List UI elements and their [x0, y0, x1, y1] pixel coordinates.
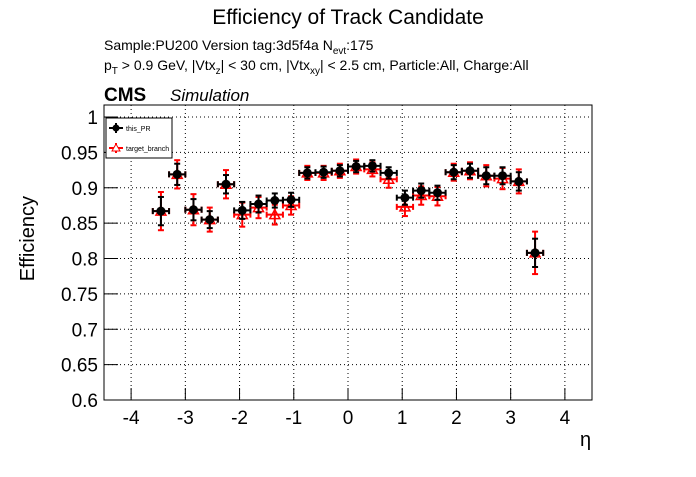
marker: [514, 176, 524, 186]
y-axis-label: Efficiency: [17, 196, 39, 281]
status: Simulation: [170, 86, 249, 105]
experiment: CMS: [104, 85, 146, 106]
marker: [432, 188, 442, 198]
marker: [286, 195, 296, 205]
marker: [284, 198, 298, 211]
x-tick-label: -3: [177, 408, 194, 429]
marker: [270, 196, 280, 206]
marker: [449, 167, 459, 177]
text-segment: | < 2.5 cm, Particle:All, Charge:All: [320, 57, 529, 73]
marker: [268, 208, 282, 220]
x-tick-label: 3: [505, 408, 516, 429]
text-segment: > 0.9 GeV, |Vtx: [118, 57, 216, 73]
y-tick-label: 0.85: [61, 214, 98, 235]
chart-title: Efficiency of Track Candidate: [212, 6, 484, 29]
subscript: T: [112, 66, 118, 77]
text-segment: Sample:PU200 Version tag:3d5f4a N: [104, 37, 333, 53]
marker: [237, 205, 247, 215]
text-segment: p: [104, 57, 112, 73]
marker: [465, 166, 475, 176]
x-tick-label: 2: [451, 408, 462, 429]
plot-frame: [103, 104, 593, 401]
x-tick-label: 4: [560, 408, 571, 429]
info-line: Sample:PU200 Version tag:3d5f4a Nevt:175: [104, 37, 374, 57]
marker: [384, 168, 394, 178]
marker: [498, 171, 508, 181]
y-tick-label: 0.8: [72, 250, 98, 271]
x-tick-label: -4: [123, 408, 140, 429]
marker: [205, 215, 215, 225]
marker: [254, 199, 264, 209]
marker: [367, 161, 377, 171]
marker: [156, 206, 166, 216]
marker: [221, 179, 231, 189]
y-tick-label: 0.65: [61, 356, 98, 377]
text-segment: | < 30 cm, |Vtx: [221, 57, 310, 73]
marker: [351, 162, 361, 172]
y-tick-label: 0.75: [61, 285, 98, 306]
marker: [416, 186, 426, 196]
x-tick-label: -1: [285, 408, 302, 429]
x-tick-label: 1: [397, 408, 408, 429]
subscript: xy: [310, 66, 320, 77]
y-tick-label: 0.9: [72, 179, 98, 200]
marker: [335, 166, 345, 176]
marker: [188, 205, 198, 215]
x-tick-label: -2: [231, 408, 248, 429]
legend-label: this_PR: [126, 126, 151, 133]
info-line: pT > 0.9 GeV, |Vtxz| < 30 cm, |Vtxxy| < …: [104, 57, 529, 77]
y-tick-label: 0.6: [72, 391, 98, 412]
marker: [172, 169, 182, 179]
marker: [319, 167, 329, 177]
subscript: evt: [333, 46, 347, 57]
x-tick-label: 0: [343, 408, 354, 429]
y-tick-label: 0.95: [61, 143, 98, 164]
marker: [398, 200, 412, 212]
legend-marker: [111, 142, 121, 152]
y-tick-label: 1: [87, 108, 98, 129]
legend-label: target_branch: [126, 146, 169, 153]
marker: [400, 193, 410, 203]
subscript: z: [216, 66, 221, 77]
y-tick-label: 0.7: [72, 320, 98, 341]
text-segment: :175: [346, 37, 373, 53]
marker: [302, 168, 312, 178]
marker: [414, 189, 428, 201]
marker: [530, 248, 540, 258]
x-axis-label: η: [580, 429, 591, 451]
legend-marker: [112, 124, 120, 132]
marker: [481, 171, 491, 181]
